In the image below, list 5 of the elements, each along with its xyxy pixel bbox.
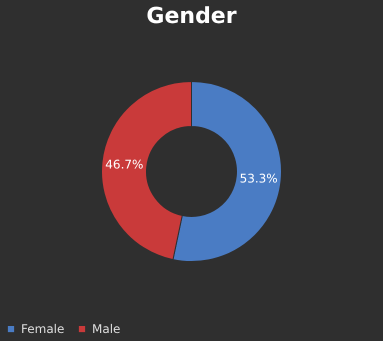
chart-title: Gender	[146, 4, 237, 29]
legend-label: Female	[21, 322, 64, 336]
data-label: 53.3%	[240, 171, 278, 186]
legend-label: Male	[92, 322, 120, 336]
data-label: 46.7%	[105, 158, 144, 172]
